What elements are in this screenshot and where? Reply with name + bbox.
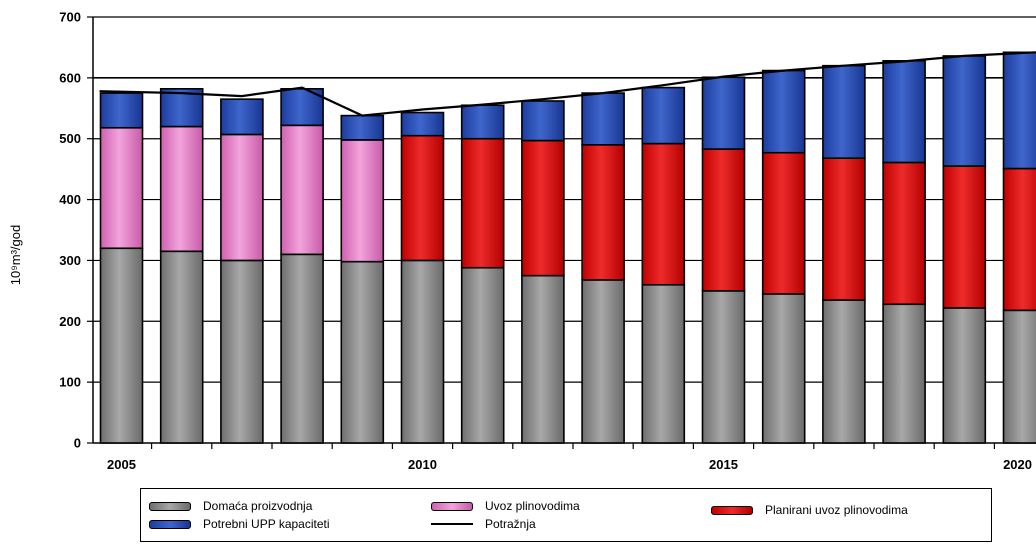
bar-domestic-2017 [822,299,866,444]
bar-planned-import-2011 [460,137,505,269]
legend-item-domestic: Domaća proizvodnja [149,499,312,513]
x-tick-label-2015: 2015 [709,457,738,472]
bar-domestic-2011 [460,266,505,444]
bar-planned-import-2010 [400,134,445,262]
demand-line-group [99,51,1036,117]
bar-lng-2010 [400,111,445,137]
demand-line [99,51,1036,117]
bar-planned-import-2016 [761,151,806,295]
stacked-bar-chart: 0 100 200 300 400 500 600 700 2005 2010 2015 2020 [59,10,1036,473]
legend-item-planned-import: Planirani uvoz plinovodima [711,503,908,517]
y-tick-label-700: 700 [59,10,81,25]
bar-pipeline-import-2005 [99,126,144,250]
bar-lng-2013 [581,92,625,146]
y-tick-label-200: 200 [59,314,81,329]
legend-swatch-planned-import [711,505,753,515]
bar-lng-2015 [701,76,746,150]
bar-lng-2017 [822,64,866,159]
bar-lng-2006 [159,88,204,128]
bar-planned-import-2020 [1002,167,1036,312]
y-axis-label-wrap: 10⁹m³/god [4,190,28,320]
legend-label-domestic: Domaća proizvodnja [203,499,313,513]
bar-domestic-2018 [882,303,926,444]
bar-lng-2018 [882,60,926,164]
bar-domestic-2013 [581,279,625,444]
bar-domestic-2007 [220,259,264,444]
y-tick-label-300: 300 [59,253,81,268]
bar-domestic-2005 [99,247,144,444]
legend-item-demand: Potražnja [431,517,536,531]
x-tick-label-2005: 2005 [107,457,136,472]
legend-item-pipeline-import: Uvoz plinovodima [431,499,580,513]
bar-domestic-2009 [340,260,385,444]
x-tick-label-2010: 2010 [408,457,437,472]
bars [99,51,1036,444]
bar-domestic-2020 [1002,309,1036,444]
legend-label-demand: Potražnja [485,517,536,531]
legend: Domaća proizvodnja Uvoz plinovodima Plan… [140,488,992,542]
bar-pipeline-import-2007 [220,133,264,262]
legend-swatch-pipeline-import [431,501,473,511]
bar-domestic-2010 [400,259,445,444]
legend-swatch-domestic [149,501,191,511]
bar-planned-import-2018 [882,161,926,306]
bar-lng-2020 [1002,51,1036,170]
bar-lng-2016 [761,69,806,154]
bar-domestic-2012 [521,274,565,444]
legend-item-lng: Potrebni UPP kapaciteti [149,517,330,531]
bar-domestic-2019 [942,307,987,444]
bar-planned-import-2013 [581,144,625,281]
y-tick-label-400: 400 [59,192,81,207]
bar-lng-2007 [220,98,264,136]
tick-labels: 0 100 200 300 400 500 600 700 2005 2010 2015 2020 [59,10,1032,473]
legend-swatch-demand [431,523,473,525]
bar-domestic-2006 [159,250,204,444]
bar-planned-import-2017 [822,157,866,301]
bar-planned-import-2012 [521,139,565,277]
y-tick-label-600: 600 [59,70,81,85]
bar-pipeline-import-2009 [340,139,385,263]
bar-domestic-2015 [701,290,746,444]
bar-domestic-2014 [641,283,686,444]
bar-pipeline-import-2008 [280,124,324,256]
legend-label-lng: Potrebni UPP kapaciteti [203,517,330,531]
bar-lng-2014 [641,86,686,145]
bar-domestic-2008 [280,253,324,444]
bar-lng-2009 [340,114,385,141]
bar-planned-import-2014 [641,142,686,286]
x-tick-label-2020: 2020 [1003,457,1032,472]
bar-lng-2012 [521,100,565,142]
bar-domestic-2016 [761,293,806,444]
legend-label-planned-import: Planirani uvoz plinovodima [765,503,908,517]
bar-lng-2005 [99,92,144,129]
bar-pipeline-import-2006 [159,125,204,253]
bar-lng-2011 [460,104,505,140]
y-tick-label-100: 100 [59,375,81,390]
y-tick-label-0: 0 [74,436,81,451]
y-axis-label: 10⁹m³/god [8,225,23,286]
bar-planned-import-2019 [942,165,987,309]
bar-lng-2019 [942,55,987,167]
legend-swatch-lng [149,519,191,529]
bar-planned-import-2015 [701,148,746,292]
y-tick-label-500: 500 [59,131,81,146]
legend-label-pipeline-import: Uvoz plinovodima [485,499,580,513]
